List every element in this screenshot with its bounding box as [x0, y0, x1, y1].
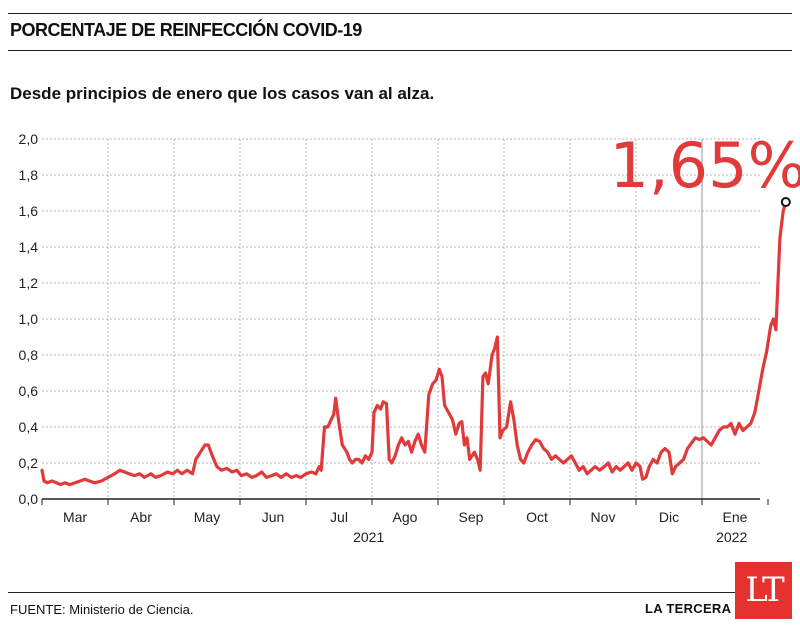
- top-rule: [8, 13, 792, 14]
- year-label: 2022: [716, 529, 747, 545]
- x-tick-label: Jul: [330, 509, 348, 525]
- x-tick-label: Ene: [723, 509, 748, 525]
- y-tick-label: 0,4: [19, 419, 39, 435]
- y-axis: 0,0 0,2 0,4 0,6 0,8 1,0 1,2 1,4 1,6 1,8 2,0: [19, 131, 39, 507]
- chart-subtitle: Desde principios de enero que los casos …: [10, 84, 435, 103]
- y-tick-label: 1,6: [19, 203, 39, 219]
- y-tick-label: 1,2: [19, 275, 39, 291]
- y-tick-label: 0,8: [19, 347, 39, 363]
- title-rule: [8, 50, 792, 51]
- x-tick-label: Ago: [393, 509, 418, 525]
- brand-name: LA TERCERA: [645, 601, 732, 616]
- y-tick-label: 1,4: [19, 239, 39, 255]
- y-tick-label: 0,6: [19, 383, 39, 399]
- series-layer: [40, 197, 791, 487]
- y-tick-label: 0,2: [19, 455, 39, 471]
- x-tick-label: May: [194, 509, 220, 525]
- y-tick-label: 2,0: [19, 131, 39, 147]
- year-label: 2021: [353, 529, 384, 545]
- series-line: [40, 200, 788, 487]
- brand-logo: LT: [735, 562, 792, 619]
- y-tick-label: 1,8: [19, 167, 39, 183]
- x-tick-label: Abr: [130, 509, 152, 525]
- highlight-value-label: 1,65%: [610, 129, 800, 202]
- x-axis: Mar Abr May Jun Jul Ago Sep Oct Nov Dic Ene 2021 202…: [41, 498, 769, 545]
- x-tick-label: Dic: [659, 509, 679, 525]
- x-tick-label: Oct: [526, 509, 548, 525]
- y-tick-label: 1,0: [19, 311, 39, 327]
- x-tick-label: Jun: [262, 509, 285, 525]
- series-end-point: [780, 197, 791, 207]
- y-tick-label: 0,0: [19, 491, 39, 507]
- source-note: FUENTE: Ministerio de Ciencia.: [10, 602, 194, 617]
- x-tick-label: Nov: [591, 509, 616, 525]
- x-tick-label: Sep: [459, 509, 484, 525]
- x-tick-label: Mar: [63, 509, 87, 525]
- footer-rule: [8, 592, 792, 593]
- chart-title: PORCENTAJE DE REINFECCIÓN COVID-19: [10, 20, 362, 40]
